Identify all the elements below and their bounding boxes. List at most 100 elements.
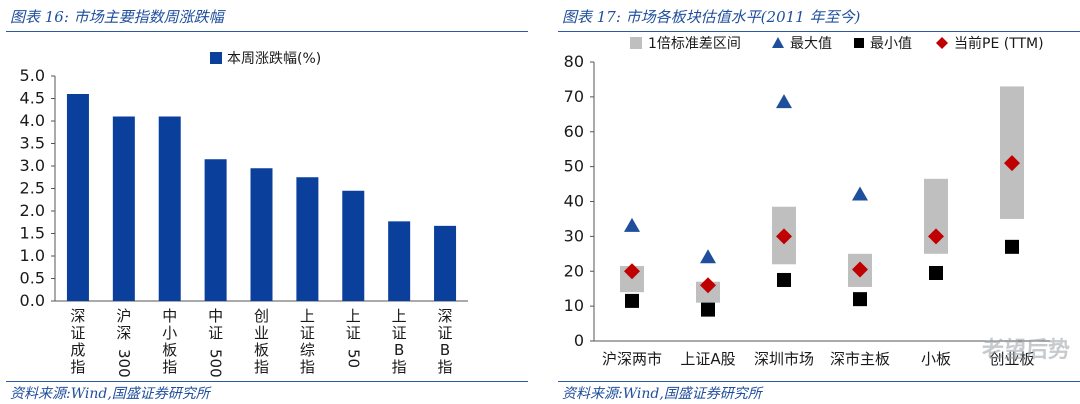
- current-pe-marker: [1004, 155, 1020, 172]
- bar: [388, 221, 411, 301]
- bar: [296, 177, 319, 301]
- x-category-label: 证: [70, 324, 85, 342]
- y-tick-label: 60: [564, 122, 584, 141]
- x-category-label: 证: [208, 324, 223, 342]
- bar: [250, 168, 273, 301]
- current-pe-marker: [624, 263, 640, 280]
- bar: [204, 159, 227, 301]
- x-category-label: 业: [254, 324, 269, 342]
- y-tick-label: 3.0: [20, 156, 45, 175]
- min-marker: [625, 293, 639, 308]
- x-category-label: 深市主板: [830, 350, 890, 368]
- x-category-label: 证: [392, 324, 407, 342]
- x-category-label: 指: [300, 358, 315, 376]
- source-note: 资料来源:Wind,国盛证券研究所: [10, 386, 210, 402]
- x-category-label: 小: [162, 324, 177, 342]
- x-category-label: 深: [116, 324, 131, 342]
- bar: [342, 190, 365, 301]
- x-category-label: 指: [70, 358, 85, 376]
- legend-label: 当前PE (TTM): [954, 35, 1044, 52]
- legend-label: 最小值: [870, 36, 912, 52]
- current-pe-marker: [776, 228, 792, 245]
- x-category-label: 深圳市场: [754, 350, 814, 368]
- x-category-label: 创业板: [989, 350, 1034, 368]
- y-tick-label: 2.0: [20, 201, 45, 220]
- current-pe-marker: [852, 261, 868, 278]
- legend-swatch: [210, 52, 222, 64]
- x-category-label: 上: [346, 307, 361, 325]
- x-category-label: 成: [70, 341, 85, 359]
- x-category-label: 小板: [921, 350, 951, 368]
- y-tick-label: 1.5: [20, 224, 45, 243]
- chart-panel-weekly-change: 图表 16: 市场主要指数周涨跌幅 5.0 4.5 4.0 3.5 3.0 2.5 2.0 1…: [0, 0, 528, 404]
- y-tick-label: 4.0: [20, 111, 45, 130]
- source-note: 资料来源:Wind,国盛证券研究所: [562, 386, 762, 402]
- x-category-label: 沪深两市: [602, 350, 662, 368]
- x-category-label: B: [394, 341, 404, 359]
- y-tick-label: 80: [564, 52, 584, 71]
- valuation-chart: 80 70 60 50 40 30 20 10 0 沪深两市 上证A股 深圳市场 深市主板 小板 创业板 1倍…: [564, 35, 1050, 368]
- y-tick-label: 70: [564, 87, 584, 106]
- max-marker: [852, 186, 868, 201]
- x-category-label: 指: [254, 358, 269, 376]
- chart-title: 图表 16: 市场主要指数周涨跌幅: [10, 8, 224, 26]
- min-marker: [929, 265, 943, 280]
- y-tick-label: 0: [574, 331, 584, 350]
- x-category-label: 板: [254, 341, 269, 359]
- y-tick-label: 50: [564, 157, 584, 176]
- y-tick-label: 20: [564, 261, 584, 280]
- title-divider: [6, 31, 528, 32]
- y-tick-label: 4.5: [20, 89, 45, 108]
- x-category-label: 50: [344, 349, 362, 368]
- x-category-label: 证: [300, 324, 315, 342]
- y-tick-label: 0.0: [20, 291, 45, 310]
- x-category-label: 上证A股: [680, 350, 735, 368]
- y-tick-label: 0.5: [20, 269, 45, 288]
- min-marker: [853, 292, 867, 307]
- y-tick-label: 3.5: [20, 134, 45, 153]
- x-category-label: 中: [162, 307, 177, 325]
- x-category-label: 深: [70, 307, 85, 325]
- y-tick-label: 1.0: [20, 246, 45, 265]
- std-band: [1000, 86, 1024, 219]
- x-category-label: 指: [438, 358, 453, 376]
- x-category-label: 500: [207, 349, 225, 378]
- bar-chart: 5.04.54.03.53.02.52.01.51.00.50.0深证成指沪深3…: [20, 51, 468, 378]
- y-tick-label: 40: [564, 192, 584, 211]
- x-category-label: 综: [300, 341, 315, 359]
- chart-panel-valuation: 图表 17: 市场各板块估值水平(2011 年至今) 80 70 60 50 40 30 2…: [552, 0, 1080, 404]
- max-marker: [624, 217, 640, 232]
- x-category-label: 中: [208, 307, 223, 325]
- legend-swatch-max: [772, 37, 784, 48]
- x-category-label: 板: [162, 341, 177, 359]
- min-marker: [777, 272, 791, 287]
- source-divider: [558, 381, 1080, 382]
- x-category-label: B: [440, 341, 450, 359]
- x-category-label: 指: [162, 358, 177, 376]
- current-pe-marker: [928, 228, 944, 245]
- legend-label: 1倍标准差区间: [648, 36, 741, 52]
- x-category-label: 证: [346, 324, 361, 342]
- watermark-text: 老望后势: [981, 338, 1070, 363]
- x-category-label: 指: [392, 358, 407, 376]
- x-category-label: 创: [254, 307, 269, 325]
- x-category-label: 上: [392, 307, 407, 325]
- legend-swatch-current: [936, 37, 948, 49]
- current-pe-marker: [700, 277, 716, 294]
- bar: [434, 225, 457, 301]
- x-category-label: 深: [438, 307, 453, 325]
- max-marker: [700, 249, 716, 264]
- chart-title: 图表 17: 市场各板块估值水平(2011 年至今): [562, 8, 861, 26]
- x-category-label: 证: [438, 324, 453, 342]
- bar: [158, 116, 181, 301]
- title-divider: [558, 31, 1080, 32]
- max-marker: [776, 94, 792, 109]
- legend-label: 最大值: [790, 36, 832, 52]
- y-tick-label: 5.0: [20, 66, 45, 85]
- x-category-label: 沪: [116, 307, 131, 325]
- y-tick-label: 30: [564, 226, 584, 245]
- x-category-label: 上: [300, 307, 315, 325]
- y-tick-label: 2.5: [20, 179, 45, 198]
- y-tick-label: 10: [564, 296, 584, 315]
- legend-swatch-band: [630, 37, 642, 49]
